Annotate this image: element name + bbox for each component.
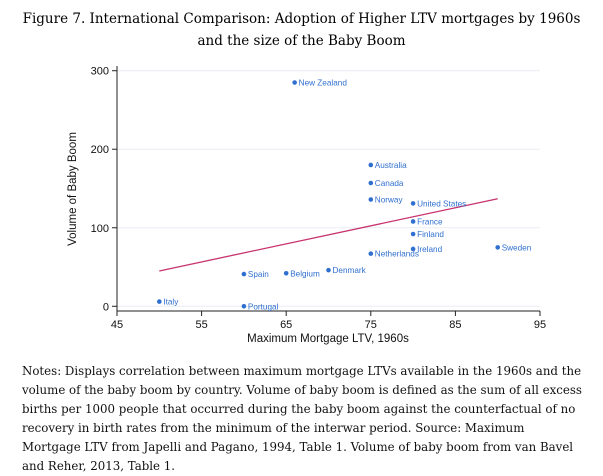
y-axis-title: Volume of Baby Boom [67, 132, 79, 246]
data-point-label: Spain [248, 270, 269, 279]
data-point [368, 251, 374, 256]
data-point-label: France [417, 217, 443, 226]
y-tick-label: 100 [91, 223, 109, 235]
grid-lines [117, 70, 540, 307]
x-tick-label: 95 [534, 319, 546, 331]
data-point-label: Norway [375, 195, 404, 204]
y-tick-label: 300 [91, 66, 109, 78]
data-point [241, 271, 247, 277]
data-point [368, 197, 374, 202]
x-axis-title: Maximum Mortgage LTV, 1960s [247, 333, 409, 345]
fit-line [159, 198, 498, 272]
data-point [410, 219, 416, 224]
y-tick-label: 0 [103, 301, 109, 313]
data-points: New Zealand Australia Canada Norway United S… [157, 78, 532, 311]
data-point [283, 271, 289, 276]
x-tick-label: 85 [449, 319, 461, 331]
data-point [410, 231, 416, 237]
data-point-label: Netherlands [375, 250, 419, 259]
data-point-label: Canada [375, 179, 404, 188]
data-point-label: Belgium [290, 269, 320, 278]
axes: 0 100 200 300 45 55 65 75 85 95 [91, 66, 546, 331]
x-tick-label: 55 [195, 319, 207, 331]
data-point [410, 246, 416, 252]
data-point-label: United States [417, 199, 466, 208]
data-point [368, 162, 374, 168]
data-point-label: Ireland [417, 245, 442, 254]
data-point [292, 80, 297, 85]
figure-notes: Notes: Displays correlation between maxi… [22, 364, 582, 473]
data-point-label: Italy [163, 298, 179, 307]
data-point [368, 180, 374, 186]
data-point-label: Finland [417, 230, 444, 239]
scatter-chart: 0 100 200 300 45 55 65 75 85 95 New Zealand Austra… [67, 66, 546, 345]
y-tick-label: 200 [91, 144, 109, 156]
data-point [241, 303, 247, 309]
x-tick-label: 75 [365, 319, 377, 331]
data-point-label: Denmark [333, 266, 367, 275]
data-point-label: Sweden [502, 243, 532, 252]
data-point [157, 299, 162, 304]
data-point [326, 267, 331, 273]
data-point-label: New Zealand [299, 78, 348, 87]
data-point-label: Portugal [248, 302, 279, 311]
data-point [410, 201, 416, 206]
x-tick-label: 45 [111, 319, 123, 331]
data-point-label: Australia [375, 161, 407, 170]
x-tick-label: 65 [280, 319, 292, 331]
figure-caption: Figure 7. International Comparison: Adop… [22, 11, 581, 49]
data-point [495, 245, 501, 250]
fit-line-group [159, 198, 498, 272]
